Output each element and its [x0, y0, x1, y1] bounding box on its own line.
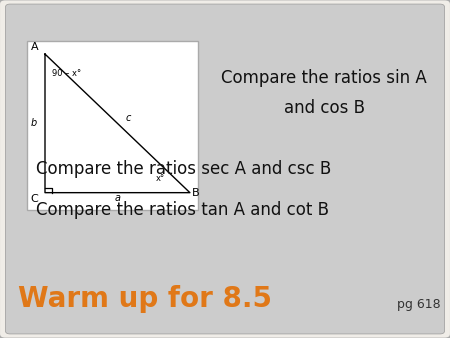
Text: and cos B: and cos B: [284, 99, 364, 117]
Text: C: C: [31, 194, 38, 204]
Text: Compare the ratios tan A and cot B: Compare the ratios tan A and cot B: [36, 200, 329, 219]
Bar: [27, 41, 198, 210]
Text: B: B: [192, 188, 200, 198]
Text: Compare the ratios sec A and csc B: Compare the ratios sec A and csc B: [36, 160, 331, 178]
Text: c: c: [126, 113, 131, 123]
Text: Warm up for 8.5: Warm up for 8.5: [18, 285, 272, 313]
Text: A: A: [31, 42, 38, 52]
Text: Compare the ratios sin A: Compare the ratios sin A: [221, 69, 427, 87]
Text: a: a: [114, 193, 121, 203]
Text: x°: x°: [156, 174, 165, 183]
Text: pg 618: pg 618: [397, 298, 440, 311]
Text: 90 – x°: 90 – x°: [52, 69, 81, 78]
FancyBboxPatch shape: [5, 4, 445, 334]
Text: b: b: [31, 118, 37, 128]
